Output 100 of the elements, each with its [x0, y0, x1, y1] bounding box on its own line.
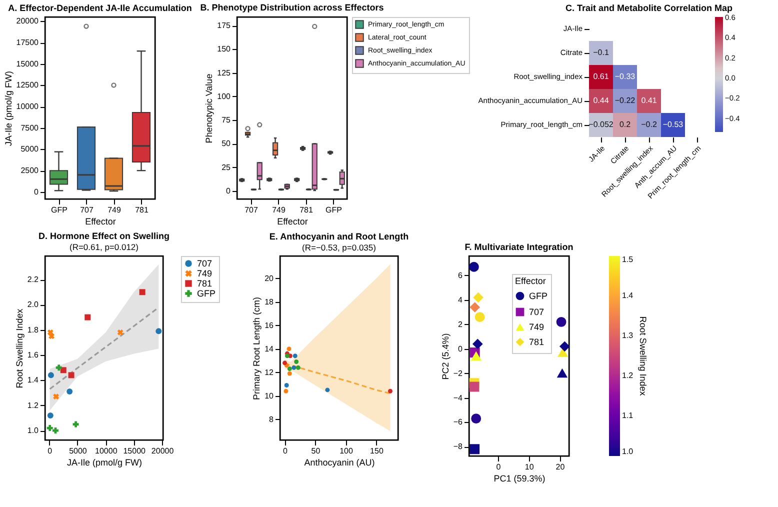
point — [282, 360, 287, 366]
x-axis-title: JA-Ile (pmol/g FW) — [66, 458, 142, 468]
point — [292, 365, 296, 370]
point — [558, 348, 568, 357]
chart-title: C. Trait and Metabolite Correlation Map — [565, 3, 734, 13]
x-tick-label: 707 — [80, 206, 94, 214]
color-bar-label: 1.3 — [622, 331, 634, 340]
y-axis-title: Root Swelling Index — [14, 308, 24, 388]
data-label: 0.41 — [641, 96, 658, 105]
legend-label: GFP — [529, 291, 548, 301]
legend-label: 749 — [529, 322, 544, 332]
data-label: −0.33 — [614, 72, 636, 81]
point — [294, 360, 299, 364]
color-bar-label: 1.2 — [622, 371, 634, 380]
y-tick-label: 1.2 — [27, 400, 40, 410]
chart-title: A. Effector-Dependent JA-Ile Accumulation — [8, 3, 192, 13]
x-tick-label: 749 — [108, 206, 122, 214]
point — [66, 388, 73, 395]
y-tick-label: 150 — [217, 44, 232, 54]
x-tick-label: 150 — [370, 446, 384, 456]
x-tick-label: GFP — [51, 206, 68, 214]
point — [560, 341, 570, 352]
x-tick-label: 781 — [300, 206, 314, 214]
x-tick-label: 10000 — [95, 446, 118, 456]
data-label: −0.1 — [593, 48, 610, 57]
y-tick-label: 16 — [264, 320, 274, 330]
point — [471, 352, 482, 361]
point — [68, 372, 74, 378]
chart-subtitle: (R=−0.53, p=0.035) — [302, 242, 376, 252]
y-tick-label: 100 — [217, 92, 232, 101]
y-tick-label: 10000 — [16, 102, 40, 112]
y-tick-label: 125 — [217, 68, 232, 78]
x-tick-label: 100 — [340, 446, 354, 456]
y-tick-label: 6 — [458, 270, 464, 280]
y-tick-label: −8 — [453, 442, 464, 452]
y-tick-label: 0 — [458, 344, 464, 354]
x-tick-label: 781 — [135, 206, 149, 214]
y-tick-label: 10 — [264, 391, 274, 400]
y-tick-label: 2 — [458, 320, 464, 329]
chart-title: B. Phenotype Distribution across Effectors — [200, 2, 384, 12]
y-tick-label: 1.6 — [27, 350, 40, 360]
data-label: −0.052 — [588, 120, 614, 129]
y-tick-label: 2500 — [20, 166, 40, 176]
chart-title: F. Multivariate Integration — [464, 242, 574, 252]
x-tick-label: 20 — [556, 462, 566, 472]
legend-title: Effector — [515, 276, 546, 286]
y-tick-label: 1.4 — [27, 376, 40, 385]
point — [46, 425, 53, 432]
y-tick-label: 20 — [264, 274, 274, 283]
line-series — [49, 306, 160, 390]
legend-label: 781 — [529, 337, 544, 347]
point — [296, 365, 300, 370]
x-tick-label: 707 — [244, 206, 258, 214]
y-tick-label: 12 — [264, 368, 274, 377]
data-label: 0.2 — [619, 120, 632, 129]
y-tick-label: 14 — [264, 344, 274, 354]
x-tick-label: 50 — [311, 446, 321, 456]
point — [52, 428, 58, 434]
y-axis-title: PC2 (5.4%) — [440, 333, 450, 380]
point — [287, 371, 292, 376]
x-tick-label: GFP — [326, 206, 342, 214]
point — [286, 346, 292, 352]
point — [292, 354, 298, 358]
point — [284, 383, 289, 388]
y-tick-label: 15000 — [16, 59, 40, 68]
y-tick-label: 18 — [264, 297, 274, 306]
point — [472, 338, 483, 349]
chart-title: D. Hormone Effect on Swelling — [38, 231, 170, 241]
x-tick-label: 10 — [524, 462, 534, 472]
color-bar-label: 1.4 — [622, 291, 634, 300]
y-tick-label: 17500 — [16, 38, 40, 48]
x-axis-title: Effector — [277, 216, 308, 226]
y-tick-label: 2.0 — [27, 300, 40, 310]
point — [48, 372, 54, 378]
point — [139, 289, 146, 296]
color-bar-label: 1.1 — [622, 411, 634, 420]
point — [287, 366, 292, 372]
y-axis-title: Phenotypic Value — [204, 74, 214, 144]
x-axis-title: Effector — [85, 216, 116, 226]
x-tick-label: 5000 — [69, 446, 88, 456]
point — [56, 364, 62, 371]
point — [284, 354, 290, 358]
point — [284, 388, 288, 394]
x-axis-title: Anthocyanin (AU) — [304, 458, 375, 468]
color-bar-label: 1.0 — [622, 447, 634, 456]
point — [53, 394, 60, 400]
y-tick-label: 1.0 — [27, 426, 40, 436]
data-label: −0.53 — [662, 120, 684, 129]
legend-label: 749 — [197, 268, 212, 278]
y-axis-title: JA-Ile (pmol/g FW) — [3, 70, 14, 146]
y-tick-label: 2.2 — [27, 275, 40, 284]
y-axis-title: Primary Root Length (cm) — [252, 296, 262, 400]
legend-label: 781 — [197, 278, 212, 288]
y-tick-label: −4 — [453, 393, 464, 402]
x-tick-label: 749 — [272, 206, 286, 214]
y-tick-label: 75 — [222, 116, 232, 125]
point — [471, 414, 482, 424]
legend-label: 707 — [197, 258, 212, 268]
data-label: 0.61 — [593, 72, 610, 81]
point — [470, 302, 480, 312]
